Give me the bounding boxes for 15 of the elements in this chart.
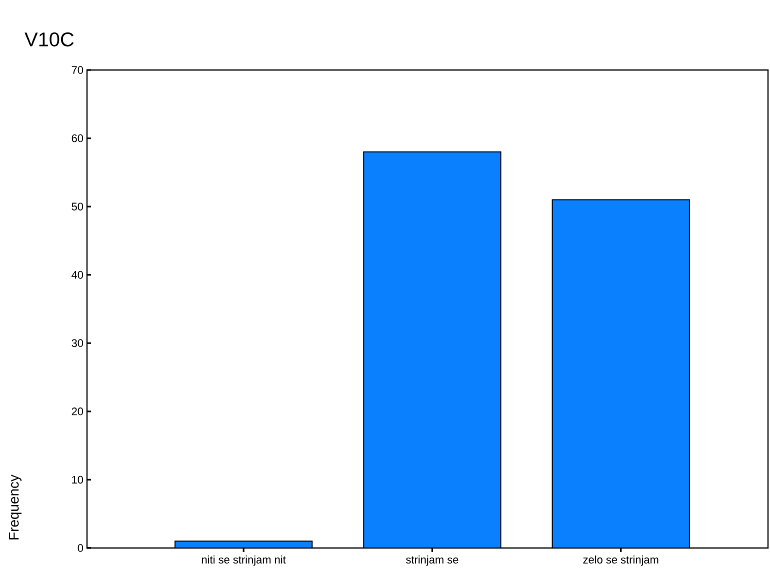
y-tick-label: 0 (78, 544, 84, 552)
chart-title: V10C (24, 32, 74, 46)
x-tick-label: niti se strinjam nit (202, 556, 286, 566)
bar (363, 151, 502, 548)
y-tick-label: 50 (72, 202, 84, 210)
y-tick-label: 60 (72, 134, 84, 142)
y-tick-label: 20 (72, 408, 84, 416)
x-tick-label: strinjam se (406, 556, 458, 566)
y-tick-label: 30 (72, 339, 84, 348)
y-tick-label: 70 (72, 66, 84, 74)
y-tick-label: 10 (72, 476, 84, 484)
bar (552, 199, 690, 548)
x-tick-label: zelo se strinjam (583, 556, 658, 566)
y-axis-title: Frequency (9, 474, 22, 540)
y-tick-label: 40 (72, 270, 84, 279)
